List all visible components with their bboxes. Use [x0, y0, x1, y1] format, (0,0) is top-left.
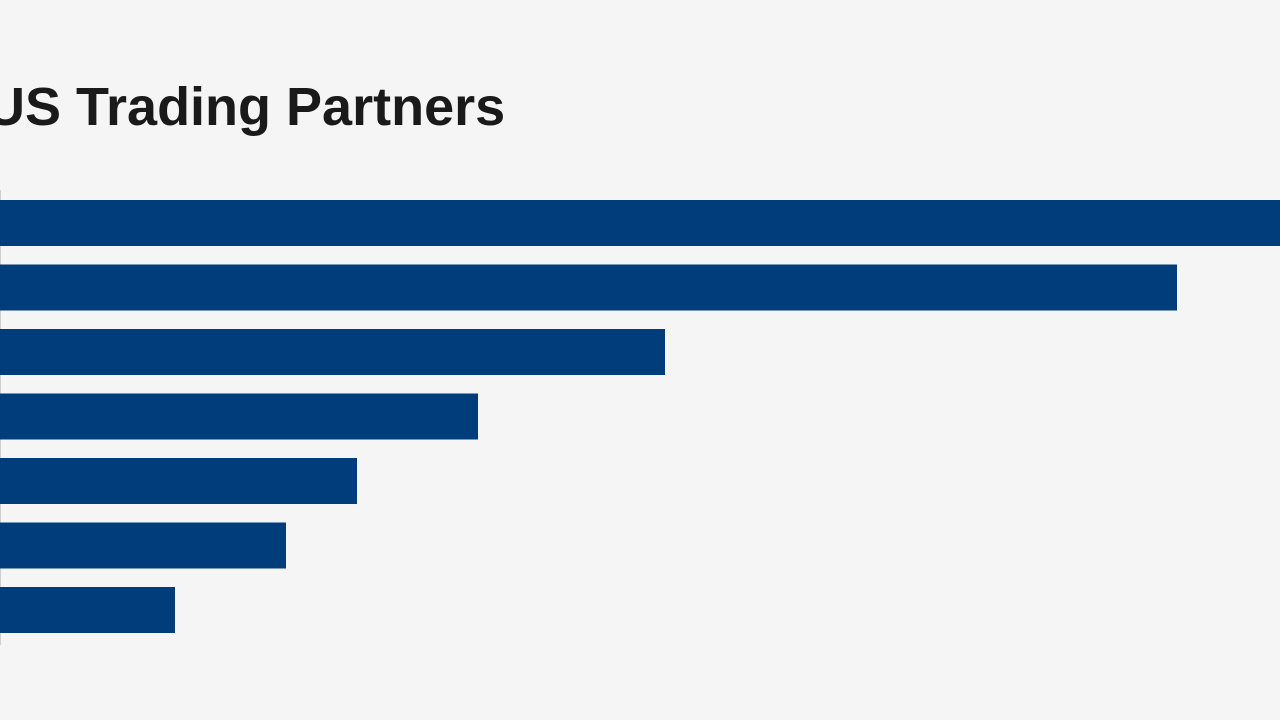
bar [0, 264, 1177, 311]
bar [0, 393, 478, 440]
bar [0, 522, 286, 569]
bar [0, 200, 1280, 246]
bar [0, 587, 175, 633]
bar [0, 458, 357, 504]
chart-title: US Trading Partners [0, 77, 505, 137]
bar [0, 329, 665, 375]
